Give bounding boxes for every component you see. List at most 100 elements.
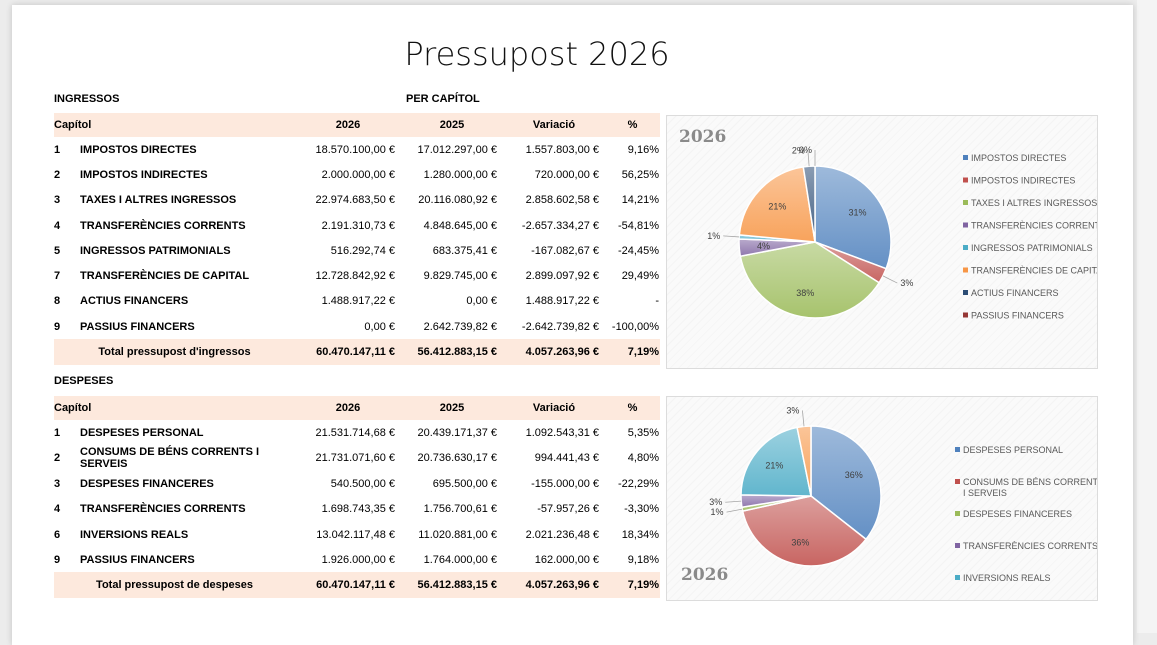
legend-swatch [963, 312, 968, 318]
header-variacio: Variació [503, 113, 605, 137]
despeses-table: Capítol 2026 2025 Variació % 1 DESPESES P… [54, 396, 660, 598]
leader-line [807, 150, 810, 167]
table-row: 3 TAXES I ALTRES INGRESSOS 22.974.683,50 €… [54, 188, 660, 213]
table-row: 9 PASSIUS FINANCERS 1.926.000,00 € 1.764.00… [54, 547, 660, 572]
data-label: 1% [707, 231, 720, 241]
row-number: 7 [54, 270, 61, 283]
row-percent: -54,81% [618, 219, 659, 232]
legend-label: PASSIUS FINANCERS [971, 311, 1064, 321]
legend-label: ACTIUS FINANCERS [971, 288, 1059, 298]
table-row: 7 TRANSFERÈNCIES DE CAPITAL 12.728.842,92 … [54, 263, 660, 288]
row-2025: 20.736.630,17 € [417, 452, 497, 465]
row-name: CONSUMS DE BÉNS CORRENTS I SERVEIS [80, 446, 260, 471]
pie-slice-consums-de-bens-corrents-i-serveis[interactable] [741, 495, 868, 567]
row-number: 3 [54, 477, 61, 490]
page-title: Pressupost 2026 [404, 35, 670, 73]
ingressos-pie-chart[interactable]: 31% 3% 38% 4% 1% 21% 2% 0% 2026 IMPOSTOS DIRECTES… [666, 115, 1098, 369]
legend-label: TRANSFERÈNCIES CORRENTS [963, 541, 1097, 551]
total-variacio: 4.057.263,96 € [503, 572, 605, 598]
total-variacio: 4.057.263,96 € [503, 339, 605, 365]
legend-swatch [963, 290, 968, 295]
pie-slice-passius-financers[interactable] [796, 425, 812, 497]
pie-slice-inversions-reals[interactable] [740, 426, 812, 497]
document-page: Pressupost 2026 INGRESSOS PER CAPÍTOL Ca… [12, 5, 1133, 645]
data-label: 3% [709, 497, 722, 507]
row-percent: 14,21% [621, 194, 659, 207]
row-percent: 18,34% [621, 528, 659, 541]
data-label: 0% [799, 145, 812, 155]
chart-legend: DESPESES PERSONAL CONSUMS DE BÉNS CORRENT… [955, 445, 1097, 583]
row-number: 1 [54, 426, 61, 439]
row-2026: 22.974.683,50 € [315, 194, 395, 207]
per-capitol-label: PER CAPÍTOL [406, 93, 480, 105]
pie-slice-despeses-personal[interactable] [810, 425, 882, 541]
header-variacio: Variació [503, 396, 605, 420]
header-percent: % [605, 396, 660, 420]
legend-swatch [963, 155, 968, 160]
pie-slice-taxes-i-altres-ingressos[interactable] [739, 241, 881, 319]
row-2025: 683.375,41 € [432, 244, 497, 257]
row-percent: 5,35% [627, 426, 659, 439]
despeses-section-label: DESPESES [54, 375, 114, 387]
row-2025: 0,00 € [466, 295, 497, 308]
row-2025: 11.020.881,00 € [418, 528, 497, 541]
ingressos-table: Capítol 2026 2025 Variació % 1 IMPOSTOS D… [54, 113, 660, 365]
data-label: 2% [792, 145, 805, 155]
table-row: 9 PASSIUS FINANCERS 0,00 € 2.642.739,82 € -2… [54, 314, 660, 339]
legend-swatch [955, 511, 960, 516]
pie-slice-transferencies-de-capital[interactable] [738, 166, 816, 243]
row-2026: 18.570.100,00 € [315, 143, 395, 156]
row-variacio: -167.082,67 € [531, 244, 599, 257]
row-2026: 13.042.117,48 € [316, 528, 395, 541]
row-2026: 1.926.000,00 € [321, 553, 395, 566]
data-label: 3% [786, 405, 799, 415]
legend-swatch [963, 177, 968, 183]
row-name: TRANSFERÈNCIES CORRENTS [80, 503, 246, 516]
header-2025: 2025 [401, 113, 503, 137]
row-2025: 1.764.000,00 € [423, 553, 497, 566]
row-percent: -3,30% [624, 503, 659, 516]
chart-title: 2026 [681, 565, 728, 585]
row-number: 2 [54, 452, 61, 465]
leader-line [802, 410, 805, 427]
row-number: 9 [54, 553, 61, 566]
row-2026: 1.698.743,35 € [321, 503, 395, 516]
row-2025: 1.280.000,00 € [423, 168, 497, 181]
row-variacio: -155.000,00 € [531, 477, 599, 490]
total-2026: 60.470.147,11 € [295, 572, 401, 598]
data-label: 38% [796, 288, 814, 298]
total-2025: 56.412.883,15 € [401, 572, 503, 598]
legend-swatch [955, 447, 960, 452]
row-variacio: 162.000,00 € [534, 553, 599, 566]
row-number: 4 [54, 503, 61, 516]
row-name: TRANSFERÈNCIES CORRENTS [80, 219, 246, 232]
table-row: 1 DESPESES PERSONAL 21.531.714,68 € 20.439.… [54, 420, 660, 445]
row-2025: 20.439.171,37 € [417, 426, 497, 439]
row-2026: 21.731.071,60 € [315, 452, 395, 465]
table-row: 8 ACTIUS FINANCERS 1.488.917,22 € 0,00 € 1.4… [54, 289, 660, 314]
pie-slice-impostos-directes[interactable] [814, 165, 892, 270]
legend-label: DESPESES FINANCERES [963, 509, 1072, 519]
table-row: 5 INGRESSOS PATRIMONIALS 516.292,74 € 683.3… [54, 238, 660, 263]
row-2025: 695.500,00 € [432, 477, 497, 490]
row-number: 6 [54, 528, 61, 541]
legend-label: I SERVEIS [963, 488, 1007, 498]
row-percent: -100,00% [611, 320, 659, 333]
legend-swatch [963, 245, 968, 250]
table-row: 4 TRANSFERÈNCIES CORRENTS 2.191.310,73 € 4.… [54, 213, 660, 238]
row-name: PASSIUS FINANCERS [80, 320, 195, 333]
table-row: 3 DESPESES FINANCERES 540.500,00 € 695.500,… [54, 471, 660, 496]
row-2026: 21.531.714,68 € [315, 426, 395, 439]
row-variacio: 1.092.543,31 € [525, 426, 599, 439]
row-2026: 540.500,00 € [330, 477, 395, 490]
row-number: 5 [54, 244, 61, 257]
row-2026: 0,00 € [364, 320, 395, 333]
legend-label: TRANSFERÈNCIES CORRENTS [971, 221, 1097, 231]
row-number: 9 [54, 320, 61, 333]
row-variacio: 2.899.097,92 € [525, 270, 599, 283]
despeses-pie-chart[interactable]: 36% 36% 1% 3% 21% 3% 2026 DESPESES PERSONAL CONS… [666, 396, 1098, 601]
total-percent: 7,19% [605, 572, 660, 598]
row-percent: 9,16% [627, 143, 659, 156]
total-percent: 7,19% [605, 339, 660, 365]
